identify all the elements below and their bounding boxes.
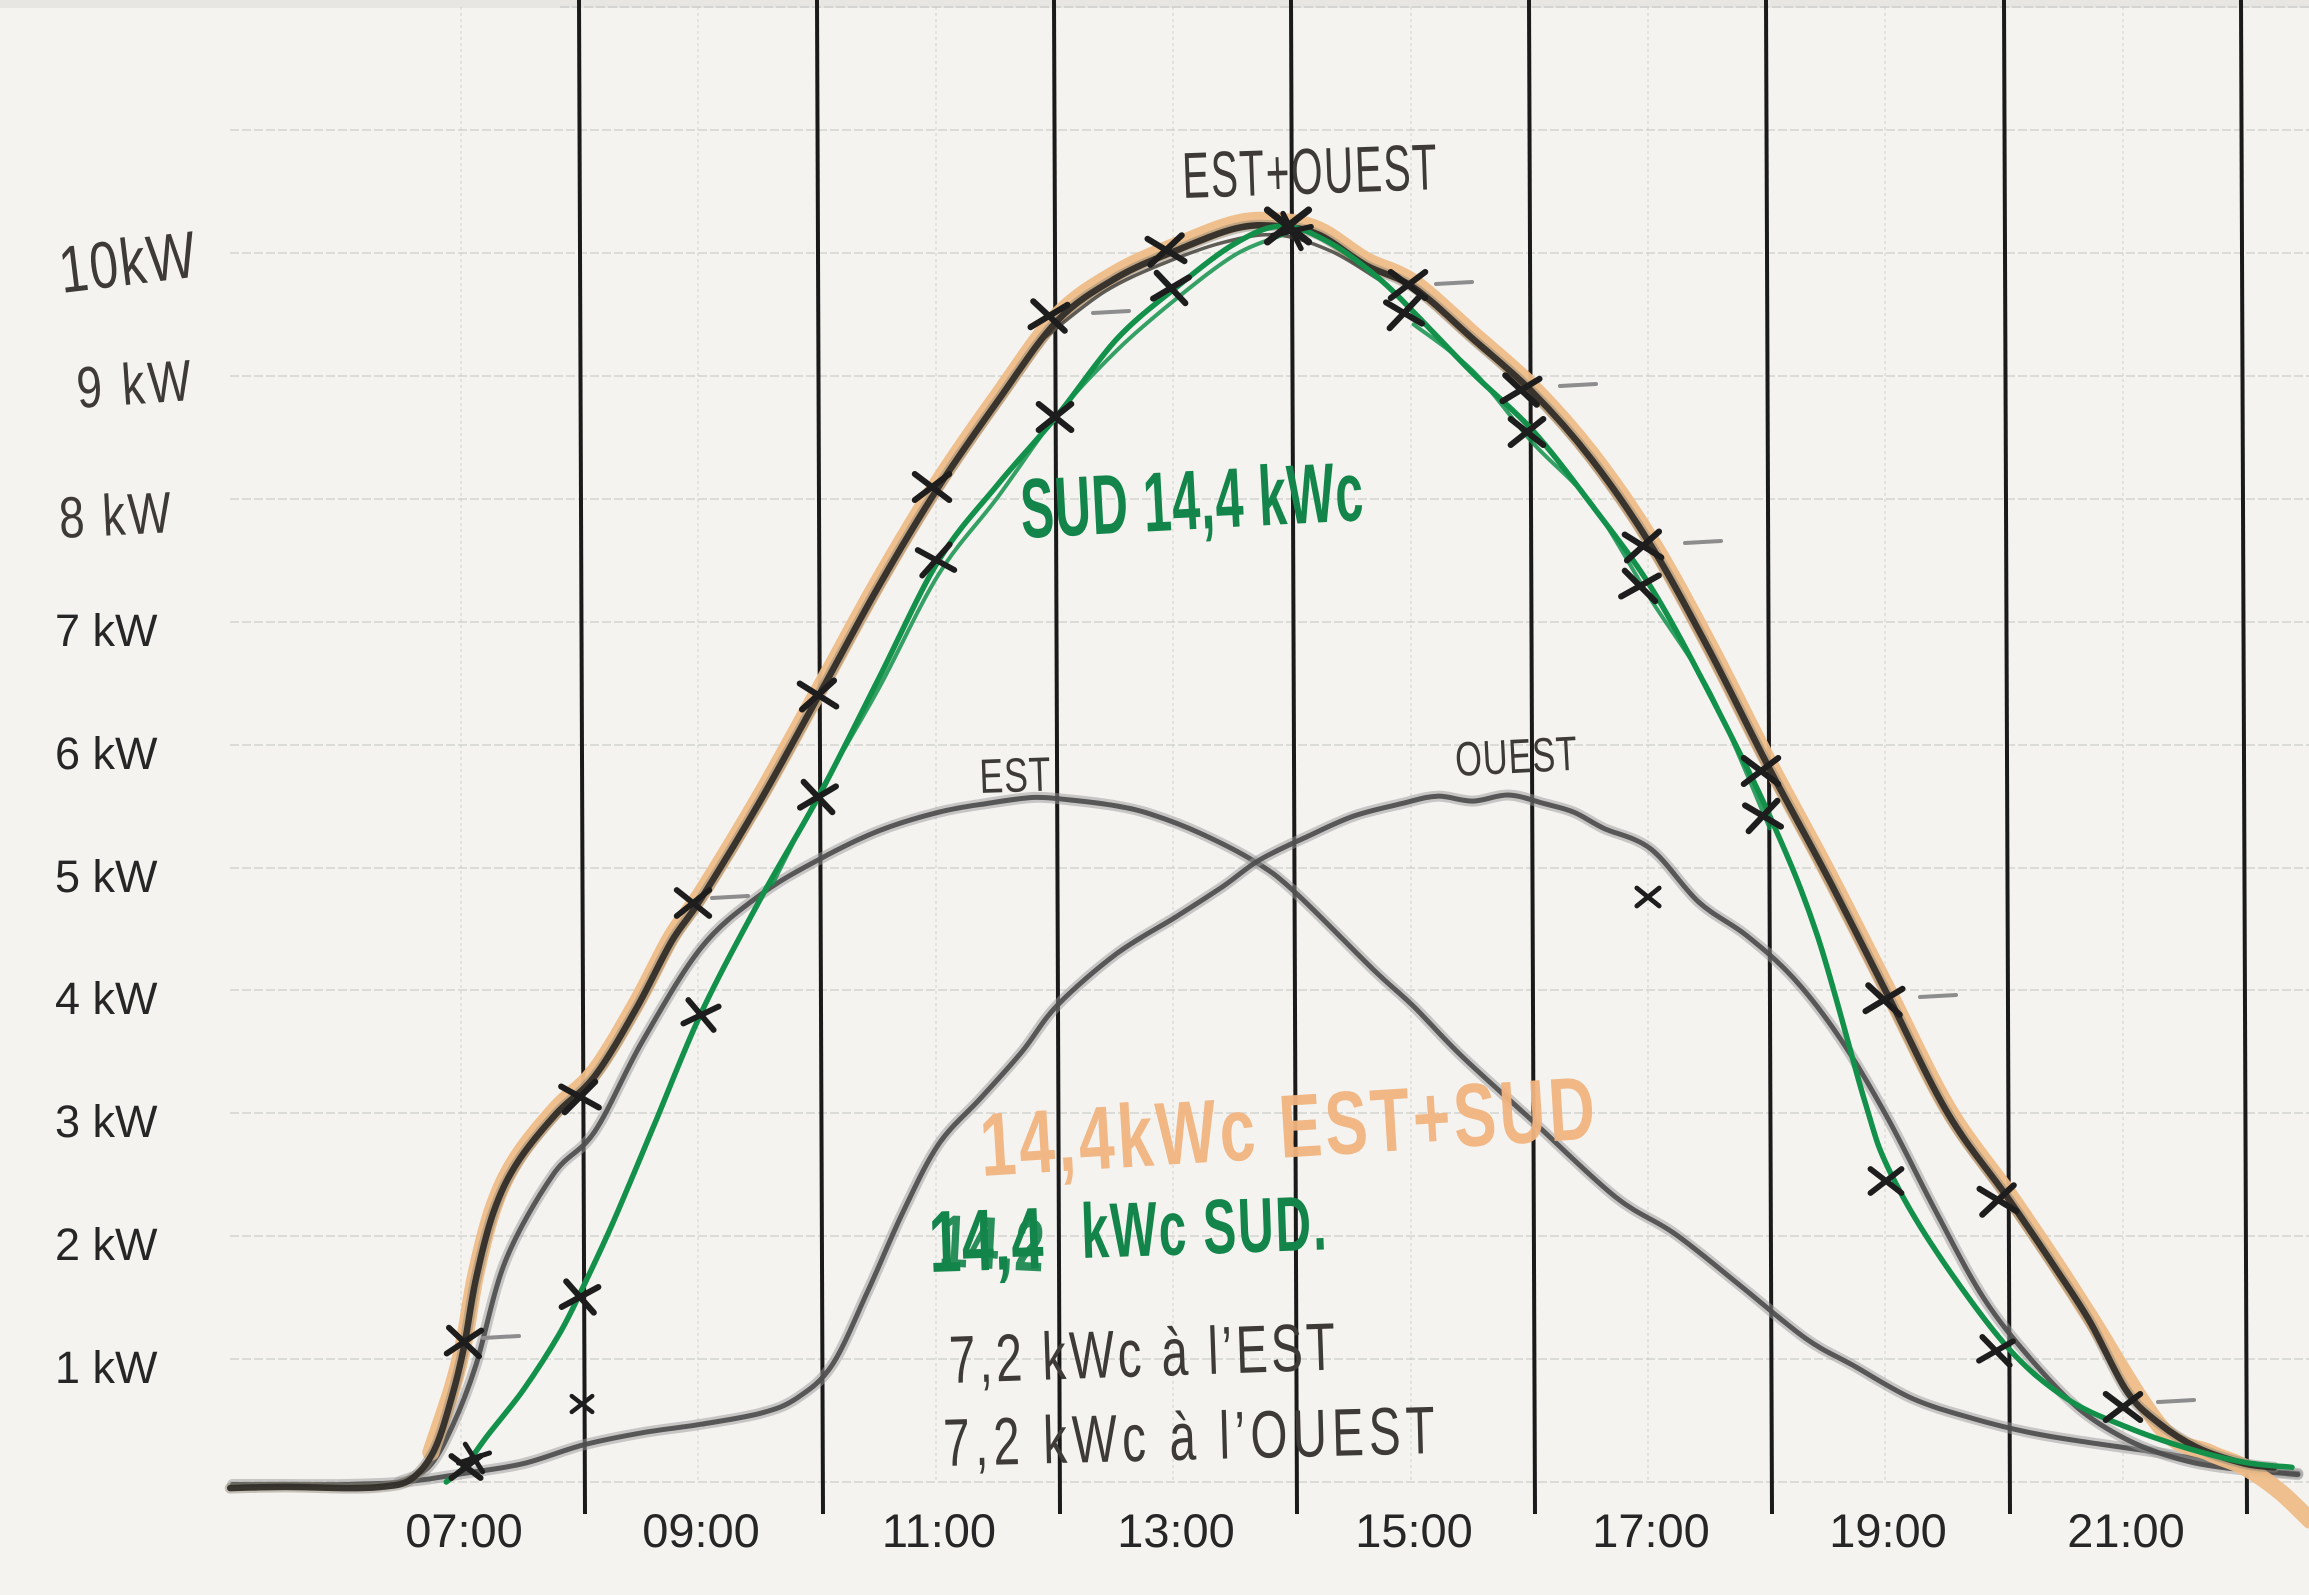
svg-text:21:00: 21:00 [2067, 1504, 2185, 1557]
svg-text:15:00: 15:00 [1355, 1504, 1473, 1557]
svg-text:7 kW: 7 kW [55, 605, 158, 656]
svg-text:SUD 14,4 kWc: SUD 14,4 kWc [1018, 444, 1366, 557]
svg-text:14,2: 14,2 [937, 1199, 1047, 1288]
svg-text:8 kW: 8 kW [57, 481, 175, 551]
svg-text:kWc SUD.: kWc SUD. [1080, 1179, 1330, 1275]
svg-text:19:00: 19:00 [1829, 1504, 1947, 1557]
svg-text:10kW: 10kW [55, 216, 202, 307]
svg-text:2 kW: 2 kW [55, 1219, 158, 1270]
svg-text:5 kW: 5 kW [55, 851, 158, 902]
svg-text:09:00: 09:00 [642, 1504, 760, 1557]
svg-text:9 kW: 9 kW [74, 349, 197, 422]
svg-text:3 kW: 3 kW [55, 1096, 158, 1147]
svg-text:EST: EST [978, 747, 1052, 803]
svg-text:6 kW: 6 kW [55, 728, 158, 779]
svg-text:4 kW: 4 kW [55, 973, 158, 1024]
svg-text:07:00: 07:00 [405, 1504, 523, 1557]
svg-text:11:00: 11:00 [882, 1504, 996, 1557]
svg-text:13:00: 13:00 [1117, 1504, 1235, 1557]
svg-text:14,4: 14,4 [927, 1189, 1045, 1291]
svg-text:1 kW: 1 kW [55, 1342, 158, 1393]
svg-text:7,2 kWc à l’OUEST: 7,2 kWc à l’OUEST [942, 1393, 1440, 1481]
svg-text:EST+OUEST: EST+OUEST [1181, 132, 1440, 213]
svg-text:OUEST: OUEST [1454, 726, 1579, 786]
svg-text:7,2 kWc à l’EST: 7,2 kWc à l’EST [948, 1309, 1340, 1398]
svg-text:17:00: 17:00 [1592, 1504, 1710, 1557]
